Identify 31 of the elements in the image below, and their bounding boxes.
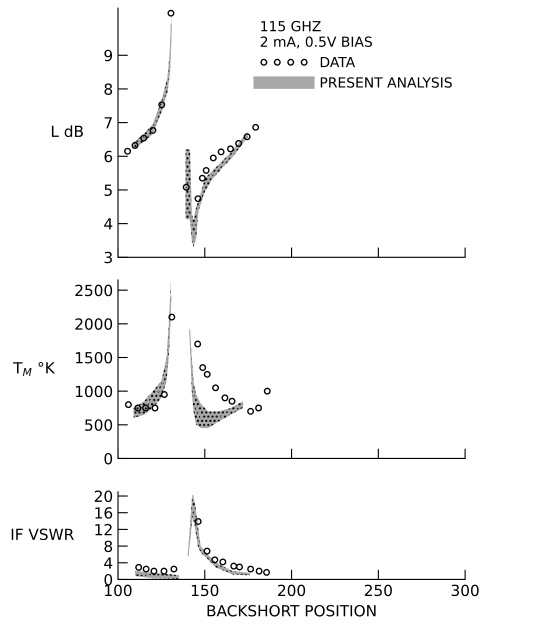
legend-title: 115 GHZ 2 mA, 0.5V BIAS: [260, 20, 372, 48]
y-tick-label: 12: [95, 524, 112, 536]
y-tick-label: 5: [104, 184, 112, 196]
y-axis-title: T$_{M}$ °K: [13, 362, 56, 376]
x-axis-title: BACKSHORT POSITION: [208, 604, 376, 617]
y-tick-label: 20: [94, 490, 112, 502]
y-tick-label: 500: [85, 419, 112, 431]
y-tick-label: 7: [104, 117, 112, 128]
y-tick-label: 0: [104, 452, 112, 465]
x-tick-label: 250: [364, 584, 392, 596]
y-tick-label: 8: [104, 83, 112, 95]
y-tick-label: 1500: [76, 352, 112, 364]
y-axis-title: L dB: [52, 125, 83, 138]
y-tick-label: 16: [95, 507, 112, 519]
y-tick-label: 6: [104, 150, 112, 162]
y-tick-label: 2000: [75, 318, 112, 330]
y-tick-label: 4: [104, 557, 112, 569]
legend-label: DATA: [320, 57, 356, 68]
y-tick-label: 2500: [75, 284, 112, 296]
y-tick-label: 9: [104, 50, 112, 62]
x-tick-label: 150: [192, 584, 218, 596]
x-tick-label: 100: [105, 584, 132, 596]
y-tick-label: 8: [104, 540, 112, 552]
y-tick-label: 4: [104, 218, 112, 230]
y-tick-label: 0: [104, 574, 112, 586]
y-tick-label: 1000: [76, 386, 112, 398]
y-tick-label: 3: [104, 252, 112, 264]
legend-label: PRESENT ANALYSIS: [320, 77, 452, 88]
x-tick-label: 200: [278, 584, 306, 596]
y-axis-title: IF VSWR: [12, 528, 74, 540]
x-tick-label: 300: [452, 584, 479, 596]
